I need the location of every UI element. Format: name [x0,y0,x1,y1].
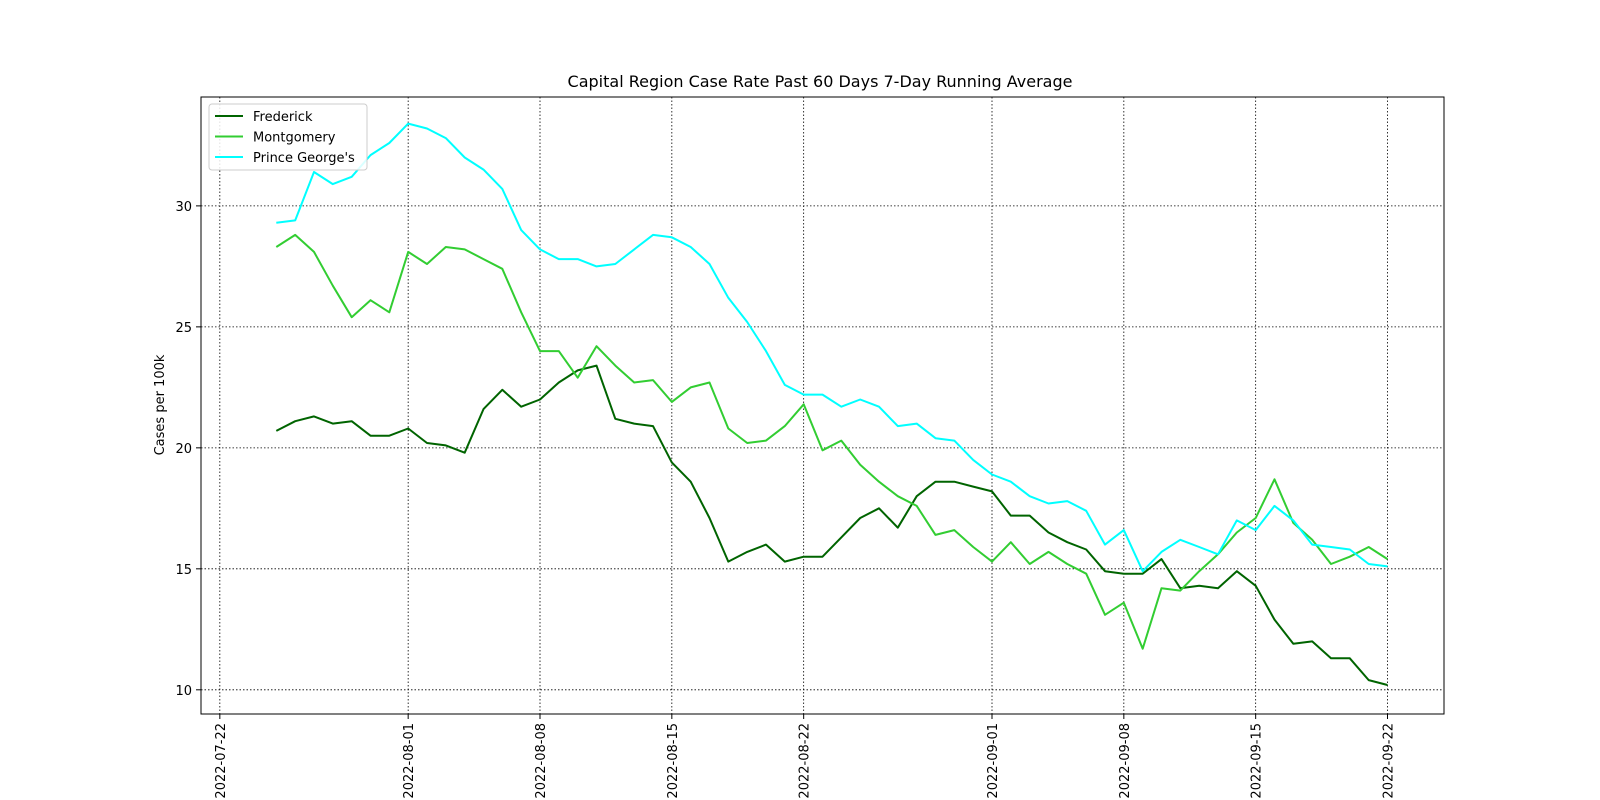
series-line-1 [275,233,1389,650]
legend-label: Prince George's [253,151,355,166]
axis-ticks: 2022-07-22 2022-08-01 2022-08-08 2022-08-15… [175,200,1396,799]
y-axis-label: Cases per 100k [153,354,168,455]
x-tick-label: 2022-08-22 [798,723,813,799]
x-tick-label: 2022-09-08 [1118,723,1133,799]
chart-title: Capital Region Case Rate Past 60 Days 7-… [568,72,1073,91]
x-tick-label: 2022-09-15 [1250,723,1265,799]
x-tick-label: 2022-08-01 [402,723,417,799]
series-line-0 [275,364,1388,686]
y-tick-label: 25 [175,321,192,336]
plot-frame [200,96,1445,715]
x-tick-label: 2022-08-08 [534,723,549,799]
legend-label: Montgomery [253,131,336,146]
series-lines [275,122,1389,686]
x-tick-label: 2022-07-22 [214,723,229,799]
x-tick-label: 2022-09-01 [986,723,1001,799]
x-tick-label: 2022-09-22 [1382,723,1397,799]
legend-box [208,103,368,171]
y-tick-label: 15 [175,563,192,578]
legend: Frederick Montgomery Prince George's [208,103,368,171]
y-tick-label: 10 [175,684,192,699]
legend-label: Frederick [253,110,313,125]
series-line-2 [276,122,1388,573]
y-tick-label: 20 [175,442,192,457]
grid [201,97,1444,714]
y-tick-label: 30 [175,200,192,215]
x-tick-label: 2022-08-15 [666,723,681,799]
